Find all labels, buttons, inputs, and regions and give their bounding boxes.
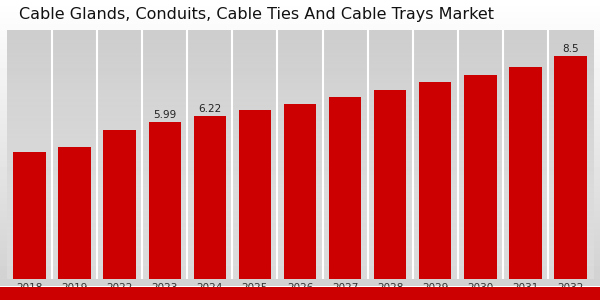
Bar bbox=[58, 147, 91, 279]
Text: 5.99: 5.99 bbox=[153, 110, 176, 120]
Bar bbox=[329, 97, 361, 279]
Text: Cable Glands, Conduits, Cable Ties And Cable Trays Market: Cable Glands, Conduits, Cable Ties And C… bbox=[19, 7, 494, 22]
Bar bbox=[239, 110, 271, 279]
Text: 8.5: 8.5 bbox=[562, 44, 579, 54]
Text: 6.22: 6.22 bbox=[198, 104, 221, 114]
Bar bbox=[554, 56, 587, 279]
Bar bbox=[103, 130, 136, 279]
Bar bbox=[464, 75, 497, 279]
Bar bbox=[13, 152, 46, 279]
Bar bbox=[419, 82, 451, 279]
Bar bbox=[149, 122, 181, 279]
Bar bbox=[374, 90, 406, 279]
Bar bbox=[284, 104, 316, 279]
Bar bbox=[509, 67, 542, 279]
Bar bbox=[194, 116, 226, 279]
